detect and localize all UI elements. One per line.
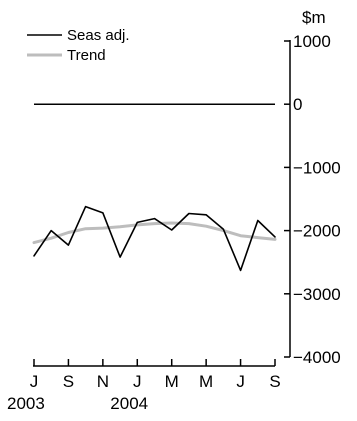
y-tick-label: −1000 xyxy=(293,158,341,177)
x-year-label: 2003 xyxy=(7,394,45,413)
series-layer xyxy=(32,205,277,272)
legend-label-trend: Trend xyxy=(67,47,106,64)
legend-label-seas-adj: Seas adj. xyxy=(67,27,130,44)
y-tick-label: 1000 xyxy=(293,32,331,51)
x-tick-label: M xyxy=(199,372,213,391)
y-tick-label: −3000 xyxy=(293,285,341,304)
legend: Seas adj. Trend xyxy=(27,27,130,64)
series-line-seas-adj xyxy=(33,205,276,272)
y-axis-ticks: 1000 0 −1000 −2000 −3000 −4000 xyxy=(284,32,341,367)
y-tick-label: −2000 xyxy=(293,222,341,241)
x-tick-label: J xyxy=(30,372,39,391)
x-tick-label: M xyxy=(165,372,179,391)
x-tick-label: J xyxy=(236,372,245,391)
y-tick-label: 0 xyxy=(293,95,302,114)
unit-label: $m xyxy=(302,8,326,27)
x-tick-label: N xyxy=(97,372,109,391)
x-tick-label: S xyxy=(63,372,74,391)
x-tick-label: J xyxy=(133,372,142,391)
x-axis-ticks: J S N J M M J S 2003 2004 xyxy=(7,359,281,413)
x-year-label: 2004 xyxy=(110,394,148,413)
x-tick-label: S xyxy=(269,372,280,391)
y-tick-label: −4000 xyxy=(293,348,341,367)
